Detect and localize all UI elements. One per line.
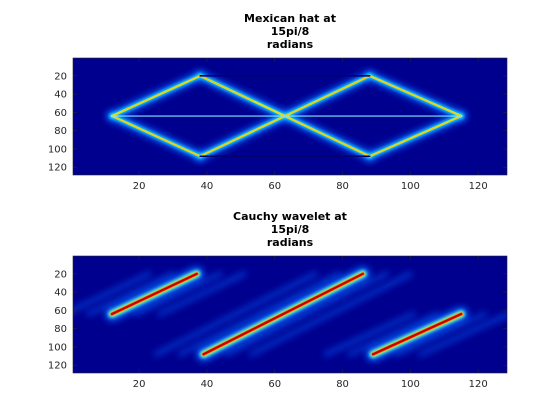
ripple-ghost <box>394 312 487 357</box>
y-tick-label: 60 <box>54 306 67 317</box>
ripple-ghost <box>249 271 413 357</box>
ridge-highlight <box>111 115 201 157</box>
bottom-heatmap-axes: 20 40 60 80 100 120 20 40 60 80 100 120 <box>48 255 508 390</box>
x-tick-label: 120 <box>469 181 488 192</box>
bottom-heatmap-frame <box>72 255 508 374</box>
y-tick-label: 100 <box>48 342 67 353</box>
x-tick-label: 60 <box>268 379 281 390</box>
x-tick-label: 60 <box>268 181 281 192</box>
x-tick-label: 80 <box>336 181 349 192</box>
ridge-core <box>371 312 463 356</box>
top-plot-title-line-2: 15pi/8 <box>270 25 310 38</box>
y-tick-label: 120 <box>48 361 67 372</box>
ripple-ghost <box>86 271 176 317</box>
y-tick-label: 100 <box>48 144 67 155</box>
y-tick-label: 20 <box>54 269 67 280</box>
bottom-plot-title-line-2: 15pi/8 <box>270 223 310 236</box>
x-tick-label: 100 <box>401 181 420 192</box>
ripple-ghost <box>73 271 152 313</box>
y-tick-label: 120 <box>48 163 67 174</box>
ripple-ghost <box>133 271 223 317</box>
ridge-highlight <box>369 115 462 157</box>
x-tick-label: 40 <box>201 181 214 192</box>
x-tick-label: 100 <box>401 379 420 390</box>
ridge-highlight <box>111 75 201 117</box>
top-plot-title-line-1: Mexican hat at <box>244 12 336 25</box>
ripple-ghost <box>157 271 247 317</box>
top-heatmap-frame <box>72 57 508 176</box>
top-plot-title-line-3: radians <box>266 38 314 51</box>
ridge-highlight <box>369 75 462 117</box>
x-tick-label: 120 <box>469 379 488 390</box>
x-tick-label: 40 <box>201 379 214 390</box>
bottom-plot-title-line-1: Cauchy wavelet at <box>233 210 347 223</box>
ripple-ghost <box>323 312 416 357</box>
x-tick-label: 20 <box>133 181 146 192</box>
ridge-core <box>110 272 198 316</box>
y-tick-label: 40 <box>54 90 67 101</box>
y-tick-label: 60 <box>54 108 67 119</box>
y-tick-label: 40 <box>54 288 67 299</box>
ridge-core <box>202 272 364 356</box>
top-plot-title: Mexican hat at 15pi/8 radians <box>73 12 507 51</box>
top-heatmap-axes: 20 40 60 80 100 120 20 40 60 80 100 120 <box>48 57 508 192</box>
x-tick-label: 80 <box>336 379 349 390</box>
y-tick-label: 20 <box>54 71 67 82</box>
ripple-ghost <box>347 312 440 357</box>
ripple-ghost <box>177 271 342 357</box>
bottom-plot-title-line-3: radians <box>266 236 314 249</box>
y-tick-label: 80 <box>54 126 67 137</box>
ripple-ghost <box>418 312 507 357</box>
bottom-plot-title: Cauchy wavelet at 15pi/8 radians <box>73 210 507 249</box>
ripple-ghost <box>225 271 389 357</box>
y-tick-label: 80 <box>54 324 67 335</box>
ripple-ghost <box>154 271 318 357</box>
x-tick-label: 20 <box>133 379 146 390</box>
